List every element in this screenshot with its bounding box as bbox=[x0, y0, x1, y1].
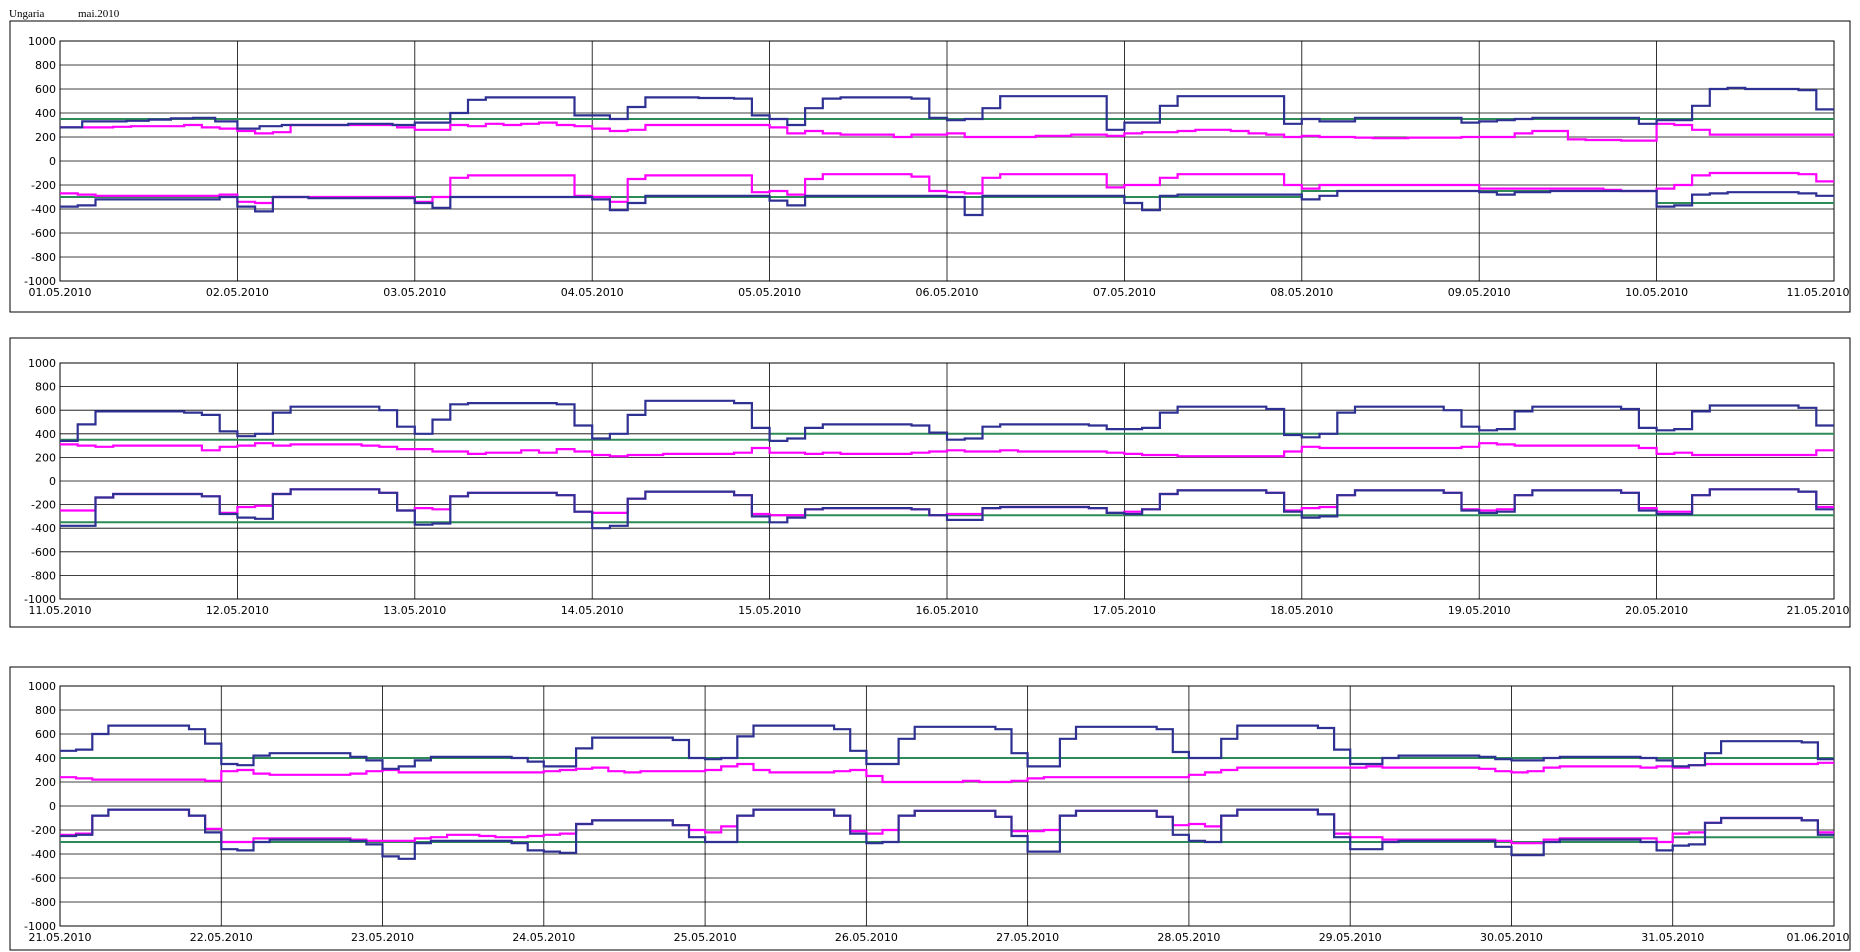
y-tick-label: -200 bbox=[31, 499, 56, 512]
y-tick-label: 0 bbox=[49, 475, 56, 488]
y-tick-label: 400 bbox=[35, 107, 56, 120]
y-tick-label: 600 bbox=[35, 404, 56, 417]
y-tick-label: 600 bbox=[35, 83, 56, 96]
y-tick-label: 200 bbox=[35, 131, 56, 144]
y-tick-label: 800 bbox=[35, 381, 56, 394]
x-tick-label: 13.05.2010 bbox=[383, 604, 446, 617]
x-tick-label: 14.05.2010 bbox=[561, 604, 624, 617]
x-tick-label: 21.05.2010 bbox=[1787, 604, 1850, 617]
plot-area bbox=[59, 685, 1835, 927]
x-tick-label: 28.05.2010 bbox=[1157, 931, 1220, 944]
y-tick-label: 200 bbox=[35, 451, 56, 464]
chart-frame bbox=[9, 666, 1851, 951]
chart-1: 1000 800 600 400 200 0 -200 -400 -600 -800 -100001… bbox=[9, 20, 1851, 313]
y-tick-label: -600 bbox=[31, 227, 56, 240]
y-tick-label: 400 bbox=[35, 752, 56, 765]
month-label: mai.2010 bbox=[78, 8, 120, 20]
x-tick-label: 21.05.2010 bbox=[29, 931, 92, 944]
country-label: Ungaria bbox=[9, 8, 45, 20]
y-tick-label: 800 bbox=[35, 59, 56, 72]
x-tick-label: 01.05.2010 bbox=[29, 286, 92, 299]
series-upper-blue bbox=[60, 724, 1834, 770]
y-tick-label: -200 bbox=[31, 179, 56, 192]
y-tick-label: 600 bbox=[35, 728, 56, 741]
plot-area bbox=[59, 362, 1835, 600]
y-tick-label: 1000 bbox=[28, 357, 56, 370]
x-tick-label: 26.05.2010 bbox=[835, 931, 898, 944]
x-tick-label: 04.05.2010 bbox=[561, 286, 624, 299]
y-tick-label: 800 bbox=[35, 704, 56, 717]
x-tick-label: 29.05.2010 bbox=[1319, 931, 1382, 944]
y-tick-label: -400 bbox=[31, 848, 56, 861]
series-lower-blue bbox=[60, 488, 1834, 530]
x-tick-label: 31.05.2010 bbox=[1641, 931, 1704, 944]
y-tick-label: -800 bbox=[31, 896, 56, 909]
x-tick-label: 15.05.2010 bbox=[738, 604, 801, 617]
x-tick-label: 11.05.2010 bbox=[1787, 286, 1850, 299]
series-upper-blue bbox=[60, 86, 1834, 131]
y-tick-label: 0 bbox=[49, 800, 56, 813]
x-tick-label: 09.05.2010 bbox=[1448, 286, 1511, 299]
series-lower-blue bbox=[60, 189, 1834, 217]
y-tick-label: -1000 bbox=[24, 593, 56, 606]
series-lower-magenta bbox=[60, 171, 1834, 205]
series-upper-magenta bbox=[60, 761, 1834, 784]
x-tick-label: 07.05.2010 bbox=[1093, 286, 1156, 299]
y-tick-label: 1000 bbox=[28, 35, 56, 48]
series-lower-blue bbox=[60, 808, 1834, 860]
series-upper-green bbox=[60, 432, 1834, 441]
x-tick-label: 10.05.2010 bbox=[1625, 286, 1688, 299]
x-tick-label: 11.05.2010 bbox=[29, 604, 92, 617]
x-tick-label: 19.05.2010 bbox=[1448, 604, 1511, 617]
y-tick-label: -800 bbox=[31, 251, 56, 264]
x-tick-label: 20.05.2010 bbox=[1625, 604, 1688, 617]
y-tick-label: -1000 bbox=[24, 920, 56, 933]
x-tick-label: 02.05.2010 bbox=[206, 286, 269, 299]
x-tick-label: 01.06.2010 bbox=[1787, 931, 1850, 944]
x-tick-label: 03.05.2010 bbox=[383, 286, 446, 299]
y-tick-label: -200 bbox=[31, 824, 56, 837]
chart-frame bbox=[9, 337, 1851, 628]
x-tick-label: 30.05.2010 bbox=[1480, 931, 1543, 944]
x-tick-label: 08.05.2010 bbox=[1270, 286, 1333, 299]
y-tick-label: -400 bbox=[31, 203, 56, 216]
x-tick-label: 22.05.2010 bbox=[190, 931, 253, 944]
x-tick-label: 12.05.2010 bbox=[206, 604, 269, 617]
series-upper-blue bbox=[60, 399, 1834, 442]
x-tick-label: 05.05.2010 bbox=[738, 286, 801, 299]
y-tick-label: 1000 bbox=[28, 680, 56, 693]
x-tick-label: 16.05.2010 bbox=[916, 604, 979, 617]
y-tick-label: -800 bbox=[31, 569, 56, 582]
y-tick-label: -600 bbox=[31, 872, 56, 885]
y-tick-label: 400 bbox=[35, 428, 56, 441]
chart-3: 1000 800 600 400 200 0 -200 -400 -600 -800 -100021… bbox=[9, 666, 1851, 951]
series-upper-magenta bbox=[60, 442, 1834, 458]
chart-frame bbox=[9, 20, 1851, 313]
chart-2: 1000 800 600 400 200 0 -200 -400 -600 -800 -100011… bbox=[9, 337, 1851, 628]
x-tick-label: 17.05.2010 bbox=[1093, 604, 1156, 617]
plot-area bbox=[59, 40, 1835, 282]
x-tick-label: 18.05.2010 bbox=[1270, 604, 1333, 617]
y-tick-label: -400 bbox=[31, 522, 56, 535]
y-tick-label: -1000 bbox=[24, 275, 56, 288]
series-upper-magenta bbox=[60, 121, 1834, 142]
x-tick-label: 25.05.2010 bbox=[674, 931, 737, 944]
x-tick-label: 27.05.2010 bbox=[996, 931, 1059, 944]
y-tick-label: 200 bbox=[35, 776, 56, 789]
y-tick-label: -600 bbox=[31, 546, 56, 559]
y-tick-label: 0 bbox=[49, 155, 56, 168]
x-tick-label: 06.05.2010 bbox=[916, 286, 979, 299]
x-tick-label: 24.05.2010 bbox=[512, 931, 575, 944]
x-tick-label: 23.05.2010 bbox=[351, 931, 414, 944]
